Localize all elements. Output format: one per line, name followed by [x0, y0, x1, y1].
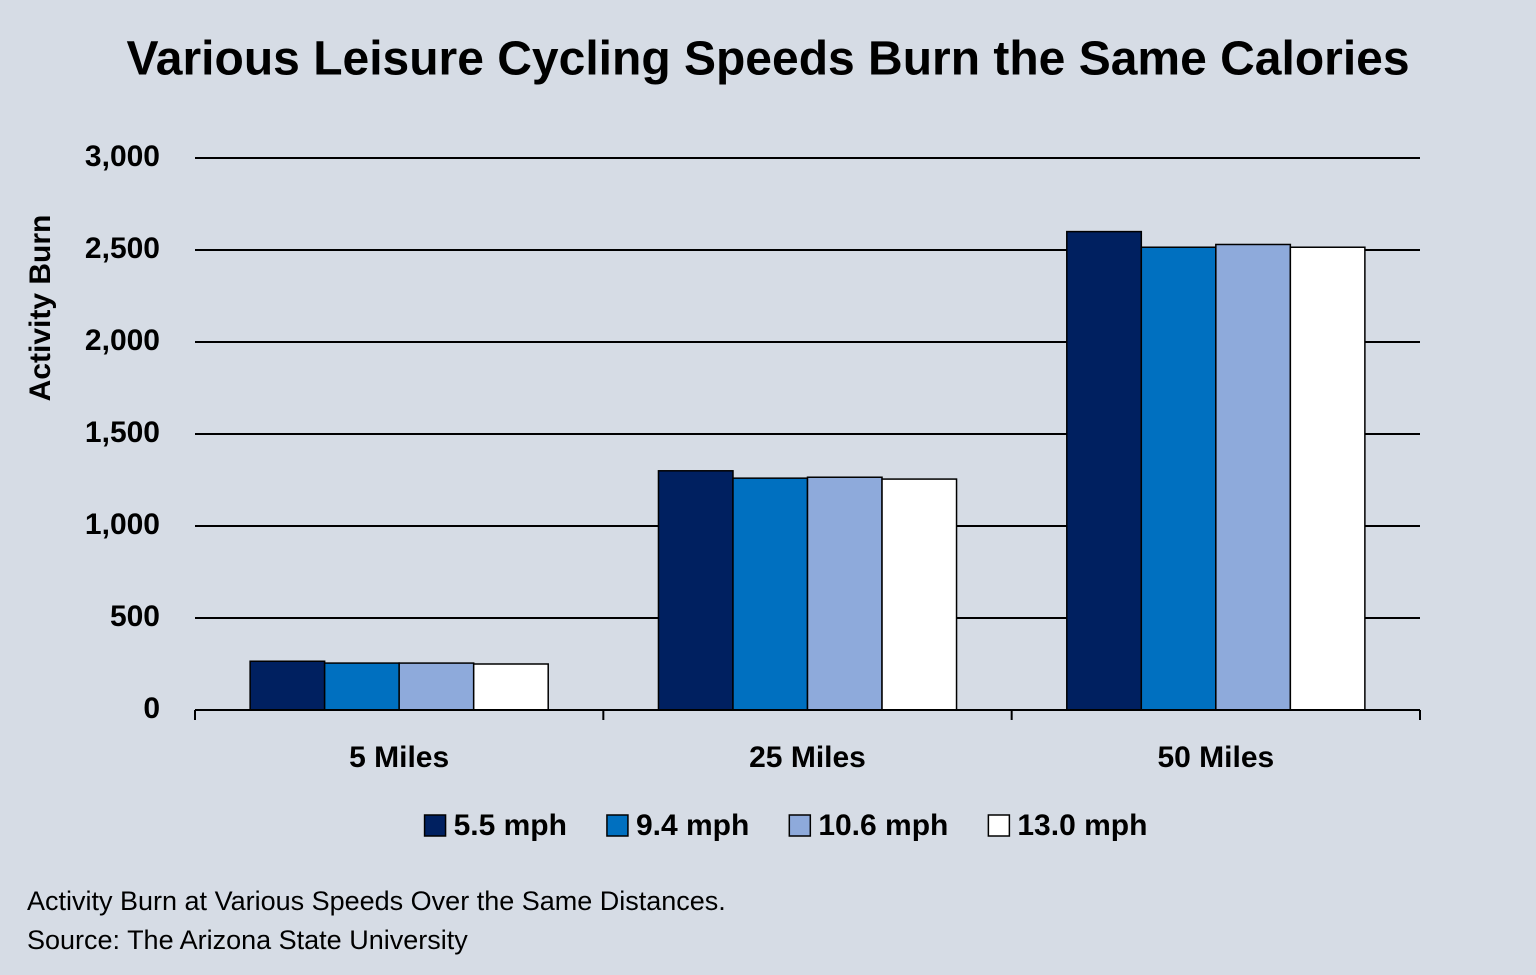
x-tick-label: 5 Miles — [349, 741, 449, 774]
y-tick-label: 500 — [110, 600, 160, 633]
x-tick-label: 25 Miles — [749, 741, 866, 774]
bar — [398, 662, 475, 711]
y-tick-label: 1,500 — [85, 416, 160, 449]
bar — [657, 470, 734, 711]
legend-swatch — [423, 814, 447, 837]
x-tick-label: 50 Miles — [1157, 741, 1274, 774]
bar — [472, 663, 549, 711]
footnote: Activity Burn at Various Speeds Over the… — [27, 886, 726, 916]
y-tick-label: 1,000 — [85, 508, 160, 541]
footnote: Source: The Arizona State University — [27, 925, 468, 955]
chart-title: Various Leisure Cycling Speeds Burn the … — [126, 33, 1409, 86]
legend-swatch — [788, 814, 812, 837]
bar — [1066, 230, 1143, 711]
legend-swatch — [606, 814, 629, 837]
y-tick-label: 3,000 — [85, 140, 160, 173]
y-tick-label: 0 — [143, 692, 160, 725]
legend-label: 13.0 mph — [1017, 809, 1147, 842]
y-tick-label: 2,500 — [85, 232, 160, 265]
legend-label: 9.4 mph — [636, 809, 749, 842]
bar — [323, 662, 400, 711]
bar — [1215, 243, 1292, 711]
bar — [881, 478, 958, 711]
legend-swatch — [987, 814, 1011, 837]
bar — [732, 477, 809, 711]
bar — [1140, 246, 1217, 711]
legend-label: 5.5 mph — [454, 809, 567, 842]
y-axis-label: Activity Burn — [24, 215, 57, 402]
bar — [806, 476, 883, 711]
y-tick-label: 2,000 — [85, 324, 160, 357]
bar — [249, 660, 326, 711]
legend-label: 10.6 mph — [818, 809, 948, 842]
bar — [1289, 246, 1366, 711]
